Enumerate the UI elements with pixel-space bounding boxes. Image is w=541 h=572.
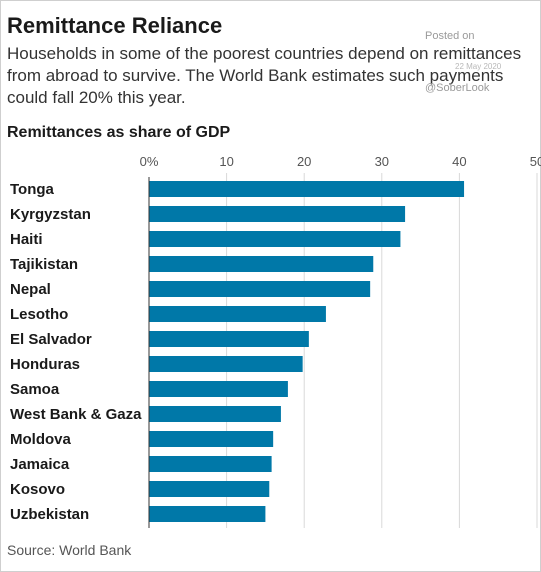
x-tick-label: 30 <box>375 154 389 169</box>
watermark: Posted on 22 May 2020 @SoberLook <box>425 29 501 94</box>
bar <box>149 406 281 422</box>
figure-title: Remittance Reliance <box>7 13 223 38</box>
category-label: Nepal <box>10 281 51 298</box>
bar <box>149 356 303 372</box>
bar-chart: 0% 10 20 30 40 50 Tonga Kyrgyzstan Haiti Tajikist… <box>10 154 541 528</box>
category-label: Honduras <box>10 356 80 373</box>
watermark-posted: Posted on <box>425 30 475 42</box>
category-label: West Bank & Gaza <box>10 406 142 423</box>
bar <box>149 181 465 197</box>
category-label: Kosovo <box>10 481 65 498</box>
watermark-handle: @SoberLook <box>425 82 490 94</box>
category-label: Moldova <box>10 431 71 448</box>
bar <box>149 506 266 522</box>
category-label: El Salvador <box>10 331 92 348</box>
category-label: Samoa <box>10 381 60 398</box>
x-tick-label: 40 <box>452 154 466 169</box>
bar <box>149 231 401 247</box>
category-label: Kyrgyzstan <box>10 206 91 223</box>
bar <box>149 206 406 222</box>
x-tick-label: 50 <box>530 154 541 169</box>
bar <box>149 481 270 497</box>
category-label: Uzbekistan <box>10 506 89 523</box>
x-tick-label: 20 <box>297 154 311 169</box>
bar <box>149 331 309 347</box>
category-label: Jamaica <box>10 456 70 473</box>
bar <box>149 306 326 322</box>
bar <box>149 456 272 472</box>
bar <box>149 381 288 397</box>
x-tick-label: 10 <box>219 154 233 169</box>
bar <box>149 281 371 297</box>
category-label: Tonga <box>10 181 55 198</box>
category-label: Tajikistan <box>10 256 78 273</box>
x-tick-label: 0% <box>140 154 159 169</box>
source-note: Source: World Bank <box>7 542 132 558</box>
category-label: Haiti <box>10 231 43 248</box>
watermark-date: 22 May 2020 <box>455 62 502 71</box>
category-label: Lesotho <box>10 306 68 323</box>
bar <box>149 256 374 272</box>
bar <box>149 431 274 447</box>
chart-title: Remittances as share of GDP <box>7 124 231 141</box>
figure-subtitle: Households in some of the poorest countr… <box>7 44 522 107</box>
